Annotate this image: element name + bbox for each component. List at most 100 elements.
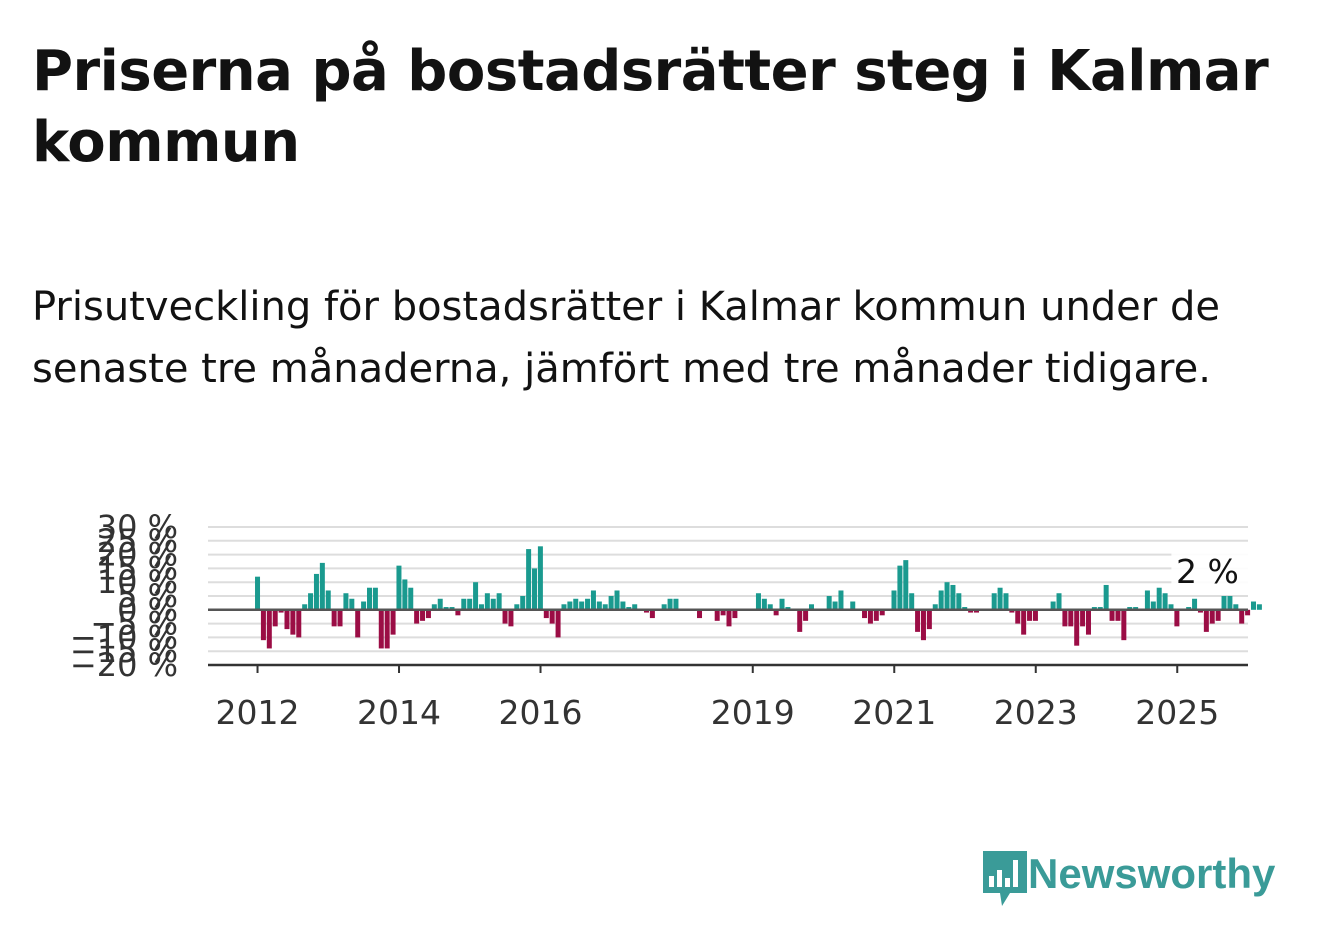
bar bbox=[596, 601, 602, 610]
bar bbox=[697, 609, 703, 619]
y-tick-label: 20 % bbox=[97, 536, 178, 574]
bar bbox=[997, 587, 1003, 610]
bar bbox=[437, 598, 443, 610]
x-tick-label: 2019 bbox=[711, 693, 795, 732]
bar bbox=[632, 604, 638, 610]
bar bbox=[643, 609, 649, 613]
bar bbox=[915, 609, 921, 632]
bar bbox=[585, 598, 591, 610]
bar bbox=[449, 607, 455, 610]
bar-chart: 30 %25 %20 %15 %10 %5 %0 %−5 %−10 %−15 %… bbox=[70, 508, 1262, 732]
bar bbox=[1209, 609, 1215, 624]
bar bbox=[343, 593, 349, 610]
y-tick-label: −10 % bbox=[70, 618, 178, 656]
bar bbox=[290, 609, 296, 635]
bar bbox=[502, 609, 508, 624]
bar bbox=[532, 568, 538, 610]
bar bbox=[367, 587, 372, 610]
bar bbox=[932, 604, 938, 610]
bar bbox=[372, 587, 378, 610]
bar bbox=[755, 593, 761, 610]
bar bbox=[1009, 609, 1015, 613]
bar bbox=[420, 609, 426, 621]
bar bbox=[1251, 601, 1256, 610]
bar bbox=[938, 590, 944, 610]
x-tick-label: 2012 bbox=[216, 693, 300, 732]
bar bbox=[797, 609, 803, 632]
bar bbox=[1127, 607, 1133, 610]
bar bbox=[968, 609, 974, 613]
gridlines bbox=[208, 526, 1248, 666]
bar bbox=[296, 609, 302, 638]
bar bbox=[549, 609, 555, 624]
bar bbox=[608, 596, 614, 610]
bar bbox=[950, 584, 956, 610]
bar bbox=[862, 609, 868, 619]
y-tick-label: 30 % bbox=[97, 508, 178, 546]
bar bbox=[1256, 604, 1262, 610]
bar bbox=[1068, 609, 1074, 627]
bar bbox=[667, 598, 673, 610]
y-tick-label: 0 % bbox=[117, 591, 178, 629]
bar bbox=[1032, 609, 1038, 621]
bar bbox=[714, 609, 720, 621]
bar bbox=[720, 609, 726, 616]
bar bbox=[1115, 609, 1121, 621]
bar bbox=[1091, 607, 1097, 610]
bars bbox=[255, 546, 1262, 649]
bar bbox=[319, 562, 325, 610]
bar bbox=[508, 609, 514, 627]
bar bbox=[620, 601, 626, 610]
bar bbox=[1150, 601, 1156, 610]
axes bbox=[208, 608, 1248, 673]
bar bbox=[526, 549, 532, 610]
bar bbox=[590, 590, 596, 610]
bar bbox=[661, 604, 667, 610]
bar bbox=[414, 609, 420, 624]
bar bbox=[602, 604, 608, 610]
bar bbox=[461, 598, 467, 610]
bar bbox=[1162, 593, 1168, 610]
bar bbox=[384, 609, 390, 649]
bar bbox=[331, 609, 337, 627]
bar bbox=[266, 609, 272, 649]
bar bbox=[425, 609, 431, 619]
bar bbox=[537, 546, 543, 610]
bar bbox=[773, 609, 779, 616]
bar bbox=[850, 601, 856, 610]
bar bbox=[1080, 609, 1086, 627]
bar bbox=[726, 609, 732, 627]
bar bbox=[1203, 609, 1209, 632]
bar bbox=[402, 579, 408, 610]
bar bbox=[473, 582, 479, 610]
bar bbox=[561, 604, 567, 610]
y-tick-label: −5 % bbox=[90, 605, 178, 643]
bar bbox=[1074, 609, 1080, 646]
bar bbox=[909, 593, 915, 610]
bar bbox=[1215, 609, 1221, 621]
bar bbox=[1233, 604, 1239, 610]
bar bbox=[1239, 609, 1245, 624]
bar bbox=[573, 598, 579, 610]
bar bbox=[803, 609, 809, 621]
bar bbox=[767, 604, 773, 610]
bar bbox=[543, 609, 549, 619]
bar bbox=[832, 601, 838, 610]
x-tick-label: 2025 bbox=[1135, 693, 1219, 732]
bar bbox=[944, 582, 950, 610]
bar bbox=[567, 601, 573, 610]
bar bbox=[1133, 607, 1139, 610]
bar bbox=[838, 590, 844, 610]
newsworthy-logo-text: Newsworthy bbox=[1028, 850, 1276, 897]
y-tick-label: 25 % bbox=[97, 522, 178, 560]
newsworthy-logo-icon bbox=[983, 851, 1027, 906]
bar bbox=[1027, 609, 1033, 621]
bar bbox=[1062, 609, 1068, 627]
x-tick-label: 2016 bbox=[499, 693, 583, 732]
bar bbox=[1015, 609, 1021, 624]
bar bbox=[1174, 609, 1180, 627]
bar bbox=[555, 609, 561, 638]
bar bbox=[867, 609, 873, 624]
bar bbox=[325, 590, 331, 610]
bar bbox=[1197, 609, 1203, 613]
